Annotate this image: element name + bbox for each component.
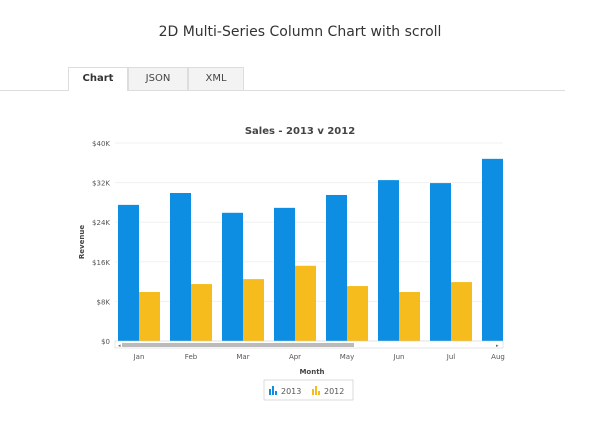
bar-2012-Jul[interactable] — [451, 282, 472, 341]
x-axis-label: Month — [299, 368, 324, 376]
bar-2013-Mar[interactable] — [222, 212, 243, 341]
bar-2013-Jul[interactable] — [430, 183, 451, 341]
legend-item-2012[interactable]: 2012 — [312, 386, 344, 396]
bar-2012-Jan[interactable] — [139, 291, 160, 341]
x-tick-label: Aug — [491, 353, 505, 361]
svg-text:2013: 2013 — [281, 387, 301, 396]
scroll-right-icon[interactable]: ▸ — [496, 343, 499, 349]
bar-2012-May[interactable] — [347, 286, 368, 341]
bar-2013-Feb[interactable] — [170, 192, 191, 341]
y-tick-label: $8K — [97, 298, 111, 306]
bar-2012-Apr[interactable] — [295, 265, 316, 341]
x-tick-label: Jun — [393, 353, 405, 361]
bar-2012-Jun[interactable] — [399, 291, 420, 341]
y-tick-label: $24K — [92, 219, 110, 227]
bar-2013-Jun[interactable] — [378, 180, 399, 341]
bar-2012-Feb[interactable] — [191, 284, 212, 341]
legend-item-2013[interactable]: 2013 — [269, 386, 301, 396]
page-title: 2D Multi-Series Column Chart with scroll — [158, 24, 442, 40]
x-tick-label: Feb — [185, 353, 198, 361]
scroll-left-icon[interactable]: ◂ — [118, 343, 121, 349]
scrollbar[interactable]: ◂ ▸ — [114, 340, 504, 349]
y-tick-label: $40K — [92, 140, 110, 148]
tab-json[interactable]: JSON — [128, 67, 188, 90]
bar-2013-Jan[interactable] — [118, 204, 139, 341]
column-icon — [312, 389, 314, 395]
scrollbar-thumb[interactable] — [122, 343, 354, 347]
tab-xml[interactable]: XML — [188, 67, 244, 90]
x-tick-label: Jul — [446, 353, 456, 361]
x-tick-label: Mar — [236, 353, 249, 361]
svg-text:2012: 2012 — [324, 387, 344, 396]
y-tick-label: $0 — [101, 338, 110, 346]
bar-2013-Apr[interactable] — [274, 207, 295, 341]
column-icon — [269, 389, 271, 395]
bar-2012-Mar[interactable] — [243, 279, 264, 341]
y-tick-label: $32K — [92, 180, 110, 188]
chart-title: Sales - 2013 v 2012 — [245, 126, 355, 137]
y-tick-label: $16K — [92, 259, 110, 267]
x-tick-label: Apr — [289, 353, 301, 361]
x-tick-label: Jan — [133, 353, 145, 361]
tab-chart[interactable]: Chart — [68, 67, 128, 91]
legend: 2013 2012 — [263, 379, 354, 401]
tab-bar: Chart JSON XML — [0, 67, 565, 91]
y-axis-label: Revenue — [78, 225, 86, 259]
bar-2013-Aug[interactable] — [482, 158, 503, 341]
bar-2013-May[interactable] — [326, 194, 347, 341]
x-tick-label: May — [340, 353, 354, 361]
